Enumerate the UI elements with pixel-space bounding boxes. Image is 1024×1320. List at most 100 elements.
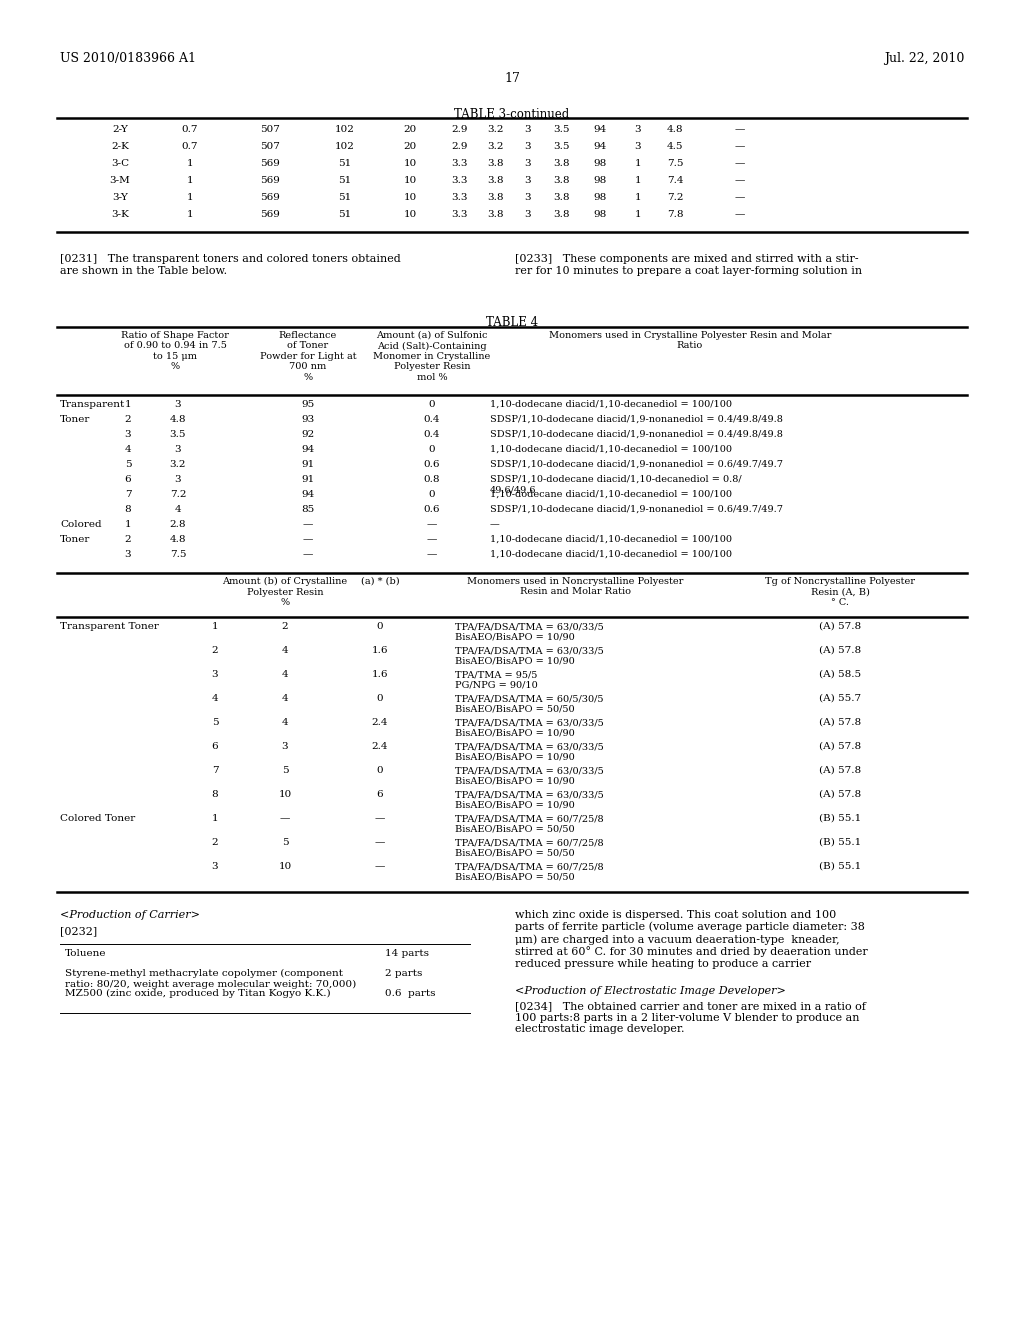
Text: 6: 6: [125, 475, 131, 484]
Text: (A) 57.8: (A) 57.8: [819, 645, 861, 655]
Text: 1.6: 1.6: [372, 671, 388, 678]
Text: which zinc oxide is dispersed. This coat solution and 100
parts of ferrite parti: which zinc oxide is dispersed. This coat…: [515, 909, 867, 969]
Text: 3.2: 3.2: [486, 125, 503, 135]
Text: 6: 6: [377, 789, 383, 799]
Text: (A) 57.8: (A) 57.8: [819, 766, 861, 775]
Text: 94: 94: [593, 125, 606, 135]
Text: 3: 3: [524, 143, 531, 150]
Text: 0: 0: [429, 400, 435, 409]
Text: —: —: [427, 520, 437, 529]
Text: <Production of Carrier>: <Production of Carrier>: [60, 909, 200, 920]
Text: 51: 51: [338, 210, 351, 219]
Text: Amount (b) of Crystalline
Polyester Resin
%: Amount (b) of Crystalline Polyester Resi…: [222, 577, 347, 607]
Text: 0.6: 0.6: [424, 459, 440, 469]
Text: Colored Toner: Colored Toner: [60, 814, 135, 822]
Text: 2: 2: [125, 535, 131, 544]
Text: 3.3: 3.3: [452, 176, 468, 185]
Text: —: —: [303, 535, 313, 544]
Text: TPA/FA/DSA/TMA = 60/7/25/8
BisAEO/BisAPO = 50/50: TPA/FA/DSA/TMA = 60/7/25/8 BisAEO/BisAPO…: [455, 838, 603, 858]
Text: 98: 98: [593, 176, 606, 185]
Text: 98: 98: [593, 193, 606, 202]
Text: —: —: [735, 125, 745, 135]
Text: 51: 51: [338, 158, 351, 168]
Text: TPA/FA/DSA/TMA = 63/0/33/5
BisAEO/BisAPO = 10/90: TPA/FA/DSA/TMA = 63/0/33/5 BisAEO/BisAPO…: [455, 645, 604, 665]
Text: 7.4: 7.4: [667, 176, 683, 185]
Text: 3.3: 3.3: [452, 193, 468, 202]
Text: (A) 58.5: (A) 58.5: [819, 671, 861, 678]
Text: TPA/FA/DSA/TMA = 63/0/33/5
BisAEO/BisAPO = 10/90: TPA/FA/DSA/TMA = 63/0/33/5 BisAEO/BisAPO…: [455, 742, 604, 762]
Text: 3.3: 3.3: [452, 158, 468, 168]
Text: (a) * (b): (a) * (b): [360, 577, 399, 586]
Text: 1,10-dodecane diacid/1,10-decanediol = 100/100: 1,10-dodecane diacid/1,10-decanediol = 1…: [490, 550, 732, 558]
Text: 1: 1: [212, 622, 218, 631]
Text: 1: 1: [635, 158, 641, 168]
Text: [0232]: [0232]: [60, 927, 97, 936]
Text: TPA/FA/DSA/TMA = 60/7/25/8
BisAEO/BisAPO = 50/50: TPA/FA/DSA/TMA = 60/7/25/8 BisAEO/BisAPO…: [455, 814, 603, 833]
Text: 10: 10: [403, 210, 417, 219]
Text: 17: 17: [504, 73, 520, 84]
Text: 102: 102: [335, 143, 355, 150]
Text: Monomers used in Crystalline Polyester Resin and Molar
Ratio: Monomers used in Crystalline Polyester R…: [549, 331, 831, 350]
Text: 2: 2: [212, 645, 218, 655]
Text: 10: 10: [403, 176, 417, 185]
Text: 3: 3: [635, 125, 641, 135]
Text: 7.5: 7.5: [170, 550, 186, 558]
Text: 4.8: 4.8: [170, 535, 186, 544]
Text: 4: 4: [212, 694, 218, 704]
Text: Transparent: Transparent: [60, 400, 125, 409]
Text: (A) 57.8: (A) 57.8: [819, 622, 861, 631]
Text: 14 parts: 14 parts: [385, 949, 429, 958]
Text: 1,10-dodecane diacid/1,10-decanediol = 100/100: 1,10-dodecane diacid/1,10-decanediol = 1…: [490, 400, 732, 409]
Text: 1,10-dodecane diacid/1,10-decanediol = 100/100: 1,10-dodecane diacid/1,10-decanediol = 1…: [490, 490, 732, 499]
Text: Transparent Toner: Transparent Toner: [60, 622, 159, 631]
Text: 2: 2: [282, 622, 289, 631]
Text: (A) 57.8: (A) 57.8: [819, 789, 861, 799]
Text: (A) 57.8: (A) 57.8: [819, 742, 861, 751]
Text: [0234]   The obtained carrier and toner are mixed in a ratio of
100 parts:8 part: [0234] The obtained carrier and toner ar…: [515, 1001, 866, 1034]
Text: 0.4: 0.4: [424, 430, 440, 440]
Text: 0.6: 0.6: [424, 506, 440, 513]
Text: 5: 5: [282, 838, 289, 847]
Text: 7: 7: [212, 766, 218, 775]
Text: 4: 4: [282, 694, 289, 704]
Text: 3.3: 3.3: [452, 210, 468, 219]
Text: 7: 7: [125, 490, 131, 499]
Text: 1.6: 1.6: [372, 645, 388, 655]
Text: 3: 3: [212, 671, 218, 678]
Text: 5: 5: [125, 459, 131, 469]
Text: 91: 91: [301, 459, 314, 469]
Text: 1,10-dodecane diacid/1,10-decanediol = 100/100: 1,10-dodecane diacid/1,10-decanediol = 1…: [490, 445, 732, 454]
Text: 1: 1: [186, 193, 194, 202]
Text: 8: 8: [125, 506, 131, 513]
Text: 10: 10: [279, 862, 292, 871]
Text: 8: 8: [212, 789, 218, 799]
Text: 94: 94: [301, 490, 314, 499]
Text: 3.8: 3.8: [486, 158, 503, 168]
Text: 0: 0: [377, 694, 383, 704]
Text: 3: 3: [524, 158, 531, 168]
Text: 2.4: 2.4: [372, 742, 388, 751]
Text: Jul. 22, 2010: Jul. 22, 2010: [884, 51, 964, 65]
Text: 3.8: 3.8: [486, 193, 503, 202]
Text: 3.8: 3.8: [554, 210, 570, 219]
Text: 98: 98: [593, 210, 606, 219]
Text: 7.8: 7.8: [667, 210, 683, 219]
Text: 51: 51: [338, 193, 351, 202]
Text: 3-Y: 3-Y: [112, 193, 128, 202]
Text: 91: 91: [301, 475, 314, 484]
Text: Colored: Colored: [60, 520, 101, 529]
Text: TABLE 4: TABLE 4: [486, 315, 538, 329]
Text: 3.5: 3.5: [554, 125, 570, 135]
Text: 3: 3: [175, 400, 181, 409]
Text: 92: 92: [301, 430, 314, 440]
Text: 3: 3: [524, 210, 531, 219]
Text: 1: 1: [125, 400, 131, 409]
Text: 0.4: 0.4: [424, 414, 440, 424]
Text: Amount (a) of Sulfonic
Acid (Salt)-Containing
Monomer in Crystalline
Polyester R: Amount (a) of Sulfonic Acid (Salt)-Conta…: [374, 331, 490, 381]
Text: Toner: Toner: [60, 414, 90, 424]
Text: 3: 3: [125, 430, 131, 440]
Text: —: —: [375, 814, 385, 822]
Text: 3: 3: [524, 193, 531, 202]
Text: —: —: [303, 520, 313, 529]
Text: 3-K: 3-K: [111, 210, 129, 219]
